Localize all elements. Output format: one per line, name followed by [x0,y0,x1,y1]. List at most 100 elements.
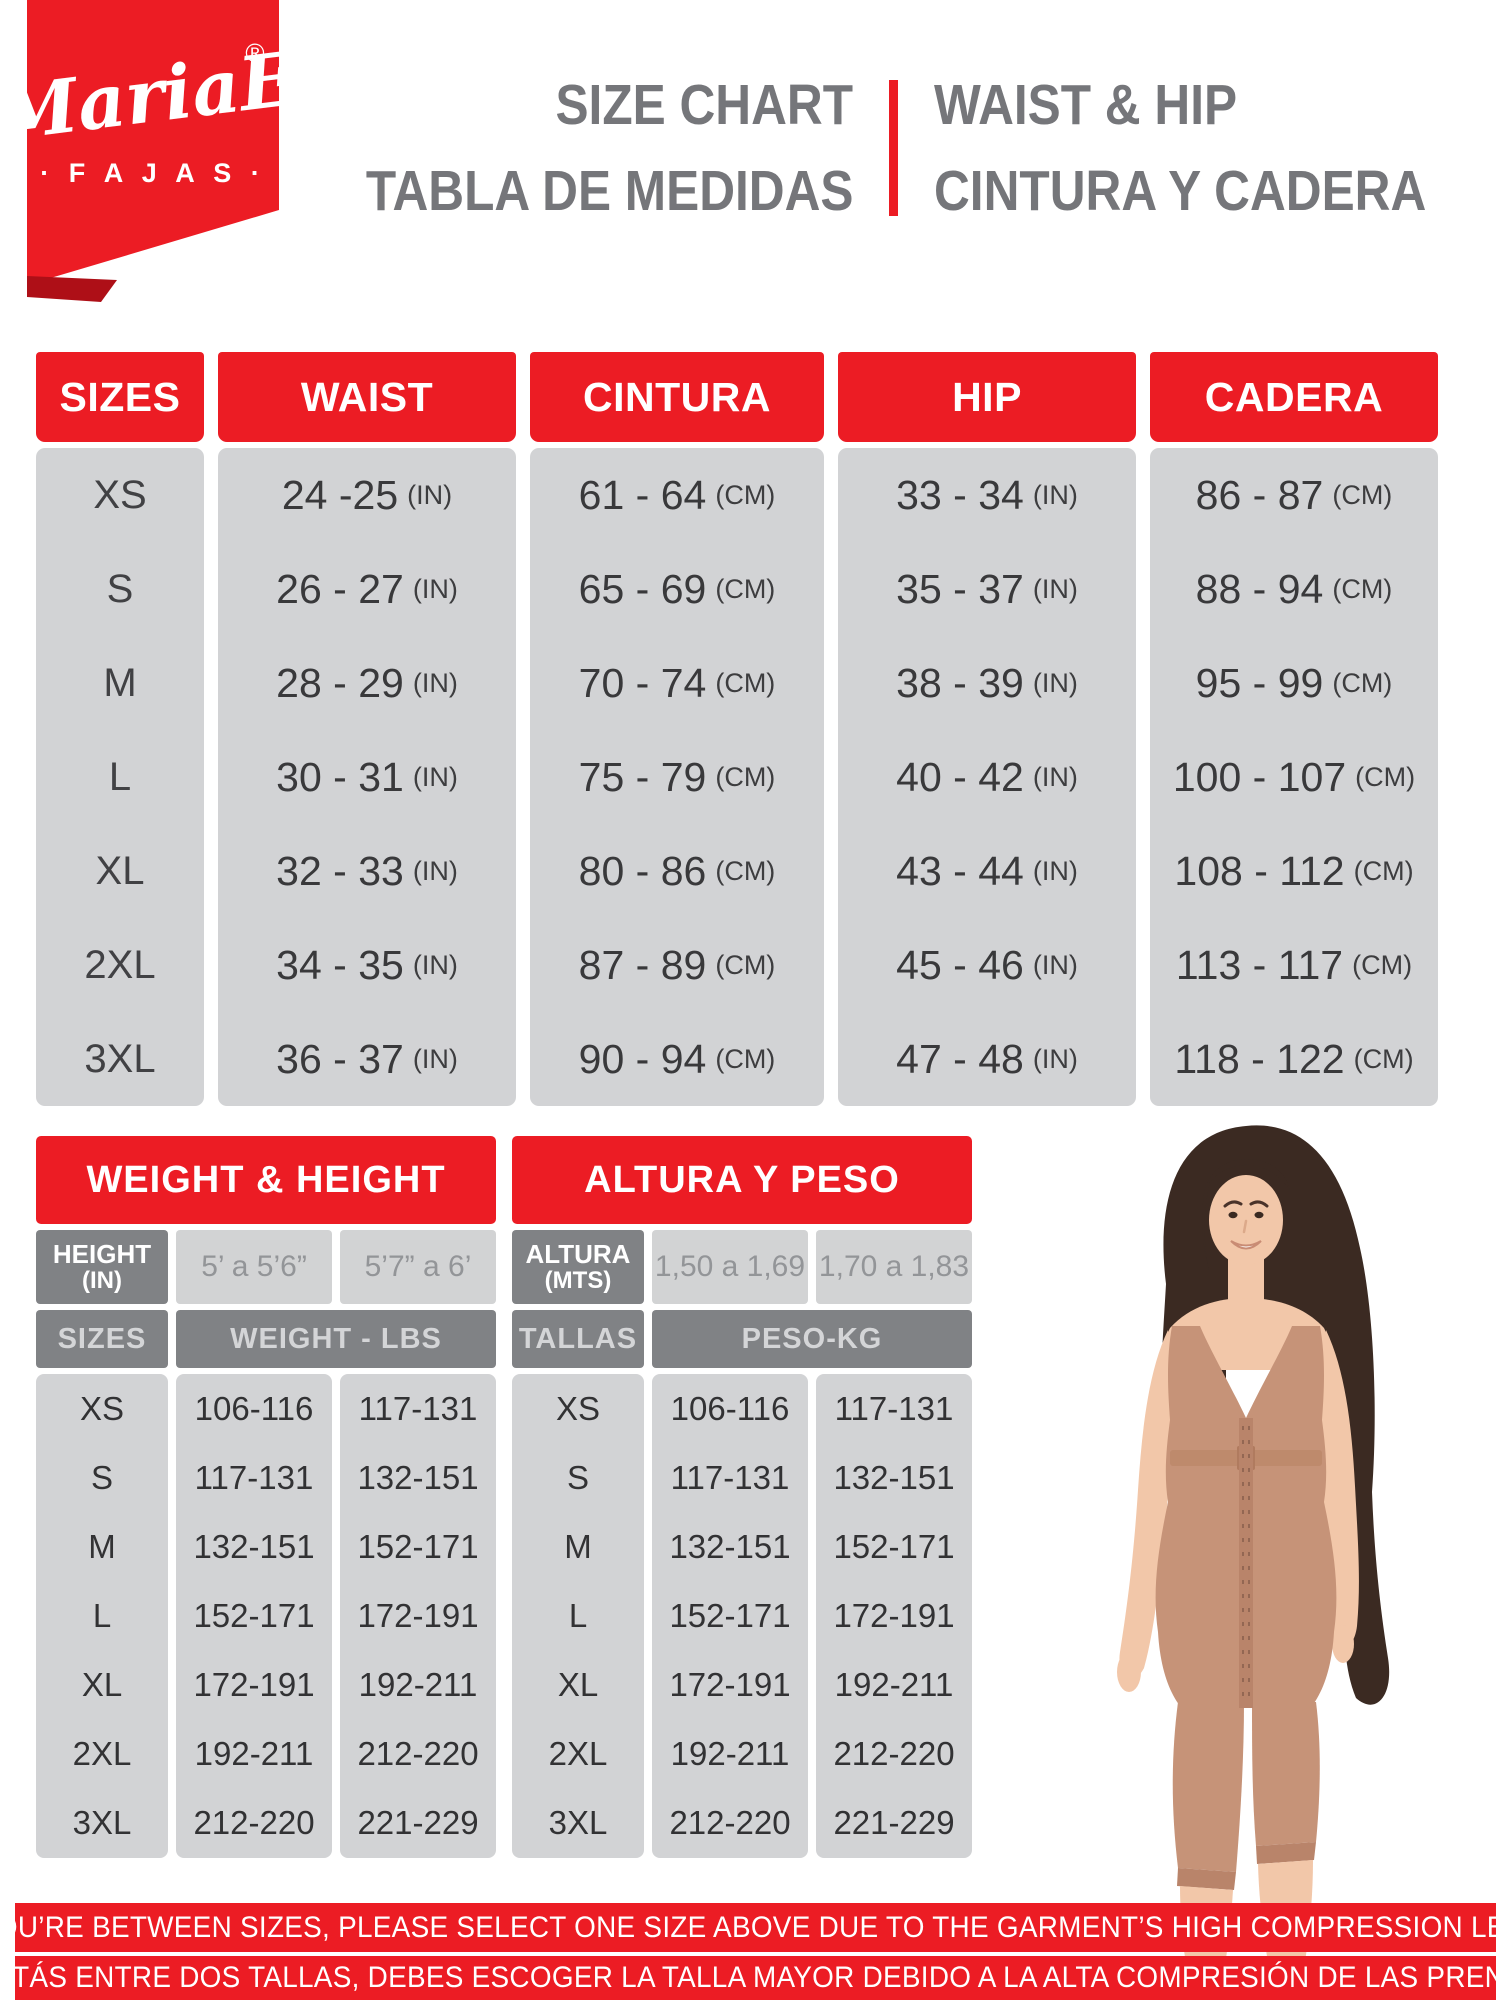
peso-value: 117-131 [670,1458,790,1496]
peso-value: 172-191 [669,1666,791,1704]
size-label: XL [557,1666,599,1704]
measure-unit: (IN) [1032,667,1078,698]
weight-value: 132-151 [357,1458,479,1496]
measure-value: 36 - 37 [276,1035,404,1082]
logo-ribbon-shape [27,0,279,285]
corner-line1: ALTURA [525,1239,631,1269]
size-label: XL [95,848,145,893]
peso-header-row: TALLAS PESO-KG [512,1310,972,1368]
measure-value: 28 - 29 [276,659,404,706]
measure-unit: (IN) [412,949,458,980]
cadera-column: 86 - 87 (CM) 88 - 94 (CM) 95 - 99 (CM) 100 … [1150,448,1438,1106]
measure-unit: (CM) [715,949,776,980]
hip-value: 38 - 39 (IN) [838,636,1136,730]
weight-value: 192-211 [194,1735,314,1773]
measure-unit: (CM) [715,1043,776,1074]
title-tabla-medidas: TABLA DE MEDIDAS [0,148,854,234]
altura-range-2: 1,70 a 1,83 [816,1230,972,1304]
peso-value: 172-191 [833,1596,955,1634]
size-table-header-row: SIZES WAIST CINTURA HIP CADERA [36,352,1438,442]
size-label: 2XL [548,1735,608,1773]
sizes-column: XS S M L XL 2XL 3XL [36,448,204,1106]
measure-unit: (IN) [407,479,453,510]
weight-height-table-en: WEIGHT & HEIGHT HEIGHT (IN) 5’ a 5’6” 5’… [36,1136,496,1858]
peso-value: 152-171 [833,1527,955,1565]
measure-unit: (CM) [1355,761,1416,792]
measure-value: 35 - 37 [896,565,1024,612]
waist-column: 24 -25 (IN) 26 - 27 (IN) 28 - 29 (IN) 30 - … [218,448,516,1106]
cintura-value: 70 - 74 (CM) [530,636,824,730]
measure-value: 113 - 117 [1175,941,1344,988]
altura-header-row: ALTURA (MTS) 1,50 a 1,69 1,70 a 1,83 [512,1230,972,1304]
size-label: XS [79,1389,125,1427]
size-chart-table: SIZES WAIST CINTURA HIP CADERA XS S M L … [36,352,1438,1106]
waist-value: 24 -25 (IN) [218,448,516,542]
brand-logo: MariaE ® · F A J A S · [27,0,279,302]
measure-value: 80 - 86 [578,847,707,894]
size-label: S [90,1458,113,1496]
measure-value: 88 - 94 [1195,565,1324,612]
logo-sub-text: · F A J A S · [40,158,266,188]
measure-unit: (IN) [1032,949,1078,980]
peso-value: 221-229 [833,1804,955,1842]
waist-value: 26 - 27 (IN) [218,542,516,636]
column-header-waist: WAIST [218,352,516,442]
corner-line2: (MTS) [544,1267,612,1295]
header-right-block: WAIST & HIP CINTURA Y CADERA [934,62,1500,234]
measure-value: 108 - 112 [1174,847,1345,894]
measure-value: 70 - 74 [578,659,707,706]
measure-unit: (IN) [412,1043,458,1074]
altura-range-1: 1,50 a 1,69 [652,1230,808,1304]
measure-value: 75 - 79 [578,753,707,800]
subtitle-waist-hip-text: WAIST & HIP [934,73,1238,137]
measure-unit: (IN) [412,667,458,698]
measure-unit: (IN) [1032,573,1078,604]
logo-registered-mark: ® [245,38,264,68]
measure-value: 87 - 89 [578,941,707,988]
column-header-hip: HIP [838,352,1136,442]
hip-value: 45 - 46 (IN) [838,918,1136,1012]
measure-value: 33 - 34 [896,471,1024,518]
size-label: 3XL [72,1804,132,1842]
measure-unit: (CM) [1352,949,1413,980]
measure-unit: (IN) [1032,855,1078,886]
measure-unit: (IN) [1032,761,1078,792]
waist-value: 36 - 37 (IN) [218,1012,516,1106]
weight-value: 221-229 [357,1804,479,1842]
altura-peso-table-es: ALTURA Y PESO ALTURA (MTS) 1,50 a 1,69 1… [512,1136,972,1858]
measure-value: 26 - 27 [276,565,404,612]
size-label: XS [93,472,147,517]
title-size-chart: SIZE CHART [0,62,854,148]
cadera-value: 108 - 112 (CM) [1150,824,1438,918]
weight-sizes-column: XS S M L XL 2XL 3XL [36,1374,168,1858]
peso-value: 106-116 [670,1389,790,1427]
measure-unit: (IN) [412,761,458,792]
weight-value: 152-171 [357,1527,479,1565]
size-label: S [566,1458,589,1496]
measure-value: 61 - 64 [578,471,707,518]
weight-value: 117-131 [194,1458,314,1496]
measure-unit: (CM) [1332,479,1393,510]
header-red-divider [889,80,899,216]
height-range-1: 5’ a 5’6” [176,1230,332,1304]
peso-value: 192-211 [834,1666,954,1704]
peso-kg-header-cell: PESO-KG [652,1310,972,1368]
weight-value: 117-131 [358,1389,478,1427]
weight-value: 132-151 [193,1527,315,1565]
title-size-chart-text: SIZE CHART [555,73,854,137]
size-label: M [564,1527,592,1565]
measure-unit: (CM) [715,761,776,792]
weight-value: 106-116 [194,1389,314,1427]
weight-value: 212-220 [193,1804,315,1842]
hip-column: 33 - 34 (IN) 35 - 37 (IN) 38 - 39 (IN) 40 -… [838,448,1136,1106]
cintura-value: 75 - 79 (CM) [530,730,824,824]
size-label: XL [81,1666,123,1704]
measure-value: 34 - 35 [276,941,404,988]
peso-value: 212-220 [833,1735,955,1773]
size-label: 2XL [84,942,156,987]
cintura-value: 80 - 86 (CM) [530,824,824,918]
measure-value: 90 - 94 [578,1035,707,1082]
size-label: 3XL [84,1036,156,1081]
column-header-cintura: CINTURA [530,352,824,442]
cadera-value: 100 - 107 (CM) [1150,730,1438,824]
